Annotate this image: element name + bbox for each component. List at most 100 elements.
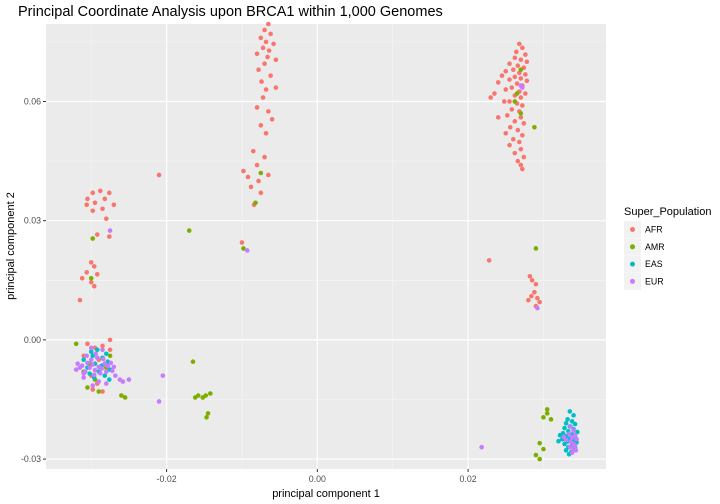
data-point bbox=[518, 95, 524, 100]
legend-swatch bbox=[630, 278, 635, 284]
data-point bbox=[97, 370, 103, 376]
data-point bbox=[103, 369, 109, 374]
data-point bbox=[186, 228, 192, 233]
data-point bbox=[156, 399, 162, 404]
data-point bbox=[521, 154, 527, 160]
data-point bbox=[503, 68, 509, 74]
data-point bbox=[523, 91, 528, 96]
data-point bbox=[75, 361, 80, 367]
data-point bbox=[512, 119, 518, 124]
data-point bbox=[107, 353, 113, 359]
data-point bbox=[507, 61, 512, 67]
y-tick-label: 0.03 bbox=[24, 216, 41, 226]
data-point bbox=[271, 41, 276, 47]
data-point bbox=[94, 232, 100, 237]
data-point bbox=[520, 45, 525, 51]
data-point bbox=[569, 435, 575, 440]
data-point bbox=[507, 142, 512, 148]
data-point bbox=[574, 436, 579, 442]
data-point bbox=[195, 393, 201, 398]
data-point bbox=[85, 341, 90, 347]
data-point bbox=[521, 121, 527, 126]
data-point bbox=[572, 421, 578, 427]
data-point bbox=[105, 363, 111, 369]
legend-label: EUR bbox=[645, 276, 664, 286]
data-point bbox=[518, 76, 524, 81]
legend-items: AFR AMR EAS EUR bbox=[624, 221, 665, 290]
data-point bbox=[91, 372, 97, 378]
data-point bbox=[100, 343, 105, 349]
data-point bbox=[254, 51, 260, 57]
data-point bbox=[571, 428, 576, 433]
data-point bbox=[533, 281, 539, 287]
data-point bbox=[90, 236, 96, 241]
data-point bbox=[253, 200, 258, 206]
data-point bbox=[88, 345, 94, 351]
data-point bbox=[263, 130, 269, 136]
data-point bbox=[512, 99, 518, 104]
data-point bbox=[268, 31, 273, 37]
data-point bbox=[518, 57, 524, 63]
data-point bbox=[262, 61, 267, 67]
y-tick-label: -0.03 bbox=[21, 454, 41, 464]
data-point bbox=[85, 196, 90, 202]
data-point bbox=[544, 407, 550, 412]
data-point bbox=[501, 99, 507, 104]
data-point bbox=[99, 366, 105, 371]
data-point bbox=[100, 389, 105, 394]
data-point bbox=[503, 87, 509, 92]
data-point bbox=[544, 411, 550, 416]
data-point bbox=[573, 448, 579, 453]
data-point bbox=[84, 270, 89, 275]
y-axis-ticks: -0.03 0.00 0.03 0.06 bbox=[21, 96, 46, 464]
data-point bbox=[575, 429, 580, 435]
data-point bbox=[256, 67, 261, 72]
data-point bbox=[111, 202, 117, 208]
data-point bbox=[160, 373, 166, 378]
data-point bbox=[504, 113, 510, 118]
data-point bbox=[262, 27, 267, 33]
data-point bbox=[565, 417, 570, 422]
data-point bbox=[479, 444, 484, 450]
data-point bbox=[523, 52, 528, 57]
plot-panel bbox=[46, 24, 606, 469]
data-point bbox=[256, 178, 261, 184]
data-point bbox=[96, 379, 102, 384]
data-point bbox=[111, 364, 117, 370]
data-point bbox=[517, 41, 522, 47]
data-point bbox=[262, 154, 267, 160]
data-point bbox=[90, 362, 96, 367]
data-point bbox=[495, 80, 501, 85]
data-point bbox=[520, 166, 525, 172]
data-point bbox=[532, 289, 537, 295]
data-point bbox=[533, 452, 539, 458]
legend: Super_Population AFR AMR EAS EUR bbox=[624, 206, 711, 290]
legend-label: AMR bbox=[645, 242, 665, 252]
data-point bbox=[241, 246, 246, 251]
data-point bbox=[535, 295, 540, 301]
data-point bbox=[260, 95, 266, 100]
data-point bbox=[541, 415, 546, 420]
data-point bbox=[258, 35, 264, 41]
data-point bbox=[103, 381, 109, 386]
y-tick-label: 0.06 bbox=[24, 96, 41, 106]
data-point bbox=[241, 168, 246, 174]
data-point bbox=[518, 162, 524, 168]
data-point bbox=[265, 54, 270, 60]
data-point bbox=[79, 275, 85, 281]
data-point bbox=[103, 351, 109, 357]
data-point bbox=[532, 125, 537, 130]
data-point bbox=[94, 355, 100, 361]
data-point bbox=[107, 190, 112, 196]
data-point bbox=[100, 356, 106, 362]
data-point bbox=[515, 127, 521, 133]
data-point bbox=[537, 440, 542, 446]
data-point bbox=[122, 395, 128, 400]
data-point bbox=[208, 391, 213, 396]
data-point bbox=[81, 357, 86, 363]
series-amr bbox=[73, 67, 554, 462]
data-point bbox=[518, 111, 524, 116]
data-point bbox=[566, 431, 572, 436]
data-point bbox=[93, 351, 99, 357]
